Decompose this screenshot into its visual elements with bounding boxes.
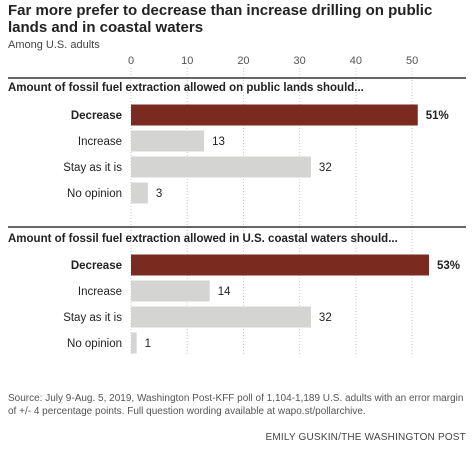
bar [131, 332, 137, 354]
bar [131, 182, 148, 204]
data-label: 14 [218, 286, 231, 298]
x-tick-label: 30 [294, 55, 306, 67]
data-label: 1 [145, 338, 151, 350]
bar [131, 254, 429, 276]
chart-subtitle: Among U.S. adults [8, 39, 100, 51]
bar-chart: 0 10 20 30 40 50 Amount of fossil fuel extract… [8, 55, 466, 355]
category-label: Stay as it is [63, 162, 122, 174]
bar [131, 104, 418, 126]
bar [131, 156, 311, 178]
source-note: Source: July 9-Aug. 5, 2019, Washington … [8, 393, 464, 417]
bar [131, 130, 205, 152]
data-label: 51% [426, 110, 449, 122]
bar [131, 306, 311, 328]
data-label: 13 [212, 136, 225, 148]
bar [131, 280, 210, 302]
data-label: 53% [437, 260, 460, 272]
x-tick-label: 40 [350, 55, 362, 67]
x-tick-label: 0 [128, 55, 134, 67]
category-label: Increase [78, 286, 122, 298]
credit-line: EMILY GUSKIN/THE WASHINGTON POST [265, 432, 466, 443]
data-label: 32 [319, 162, 332, 174]
chart-title: Far more prefer to decrease than increas… [8, 2, 433, 36]
data-label: 32 [319, 312, 332, 324]
group-title: Amount of fossil fuel extraction allowed… [8, 233, 398, 245]
category-label: No opinion [67, 188, 122, 200]
category-label: Decrease [71, 110, 122, 122]
group-title: Amount of fossil fuel extraction allowed… [8, 82, 364, 94]
x-tick-label: 50 [406, 55, 418, 67]
category-label: Increase [78, 136, 122, 148]
data-label: 3 [156, 188, 162, 200]
x-tick-label: 10 [181, 55, 193, 67]
x-tick-label: 20 [237, 55, 249, 67]
category-label: No opinion [67, 338, 122, 350]
category-label: Stay as it is [63, 312, 122, 324]
category-label: Decrease [71, 260, 122, 272]
